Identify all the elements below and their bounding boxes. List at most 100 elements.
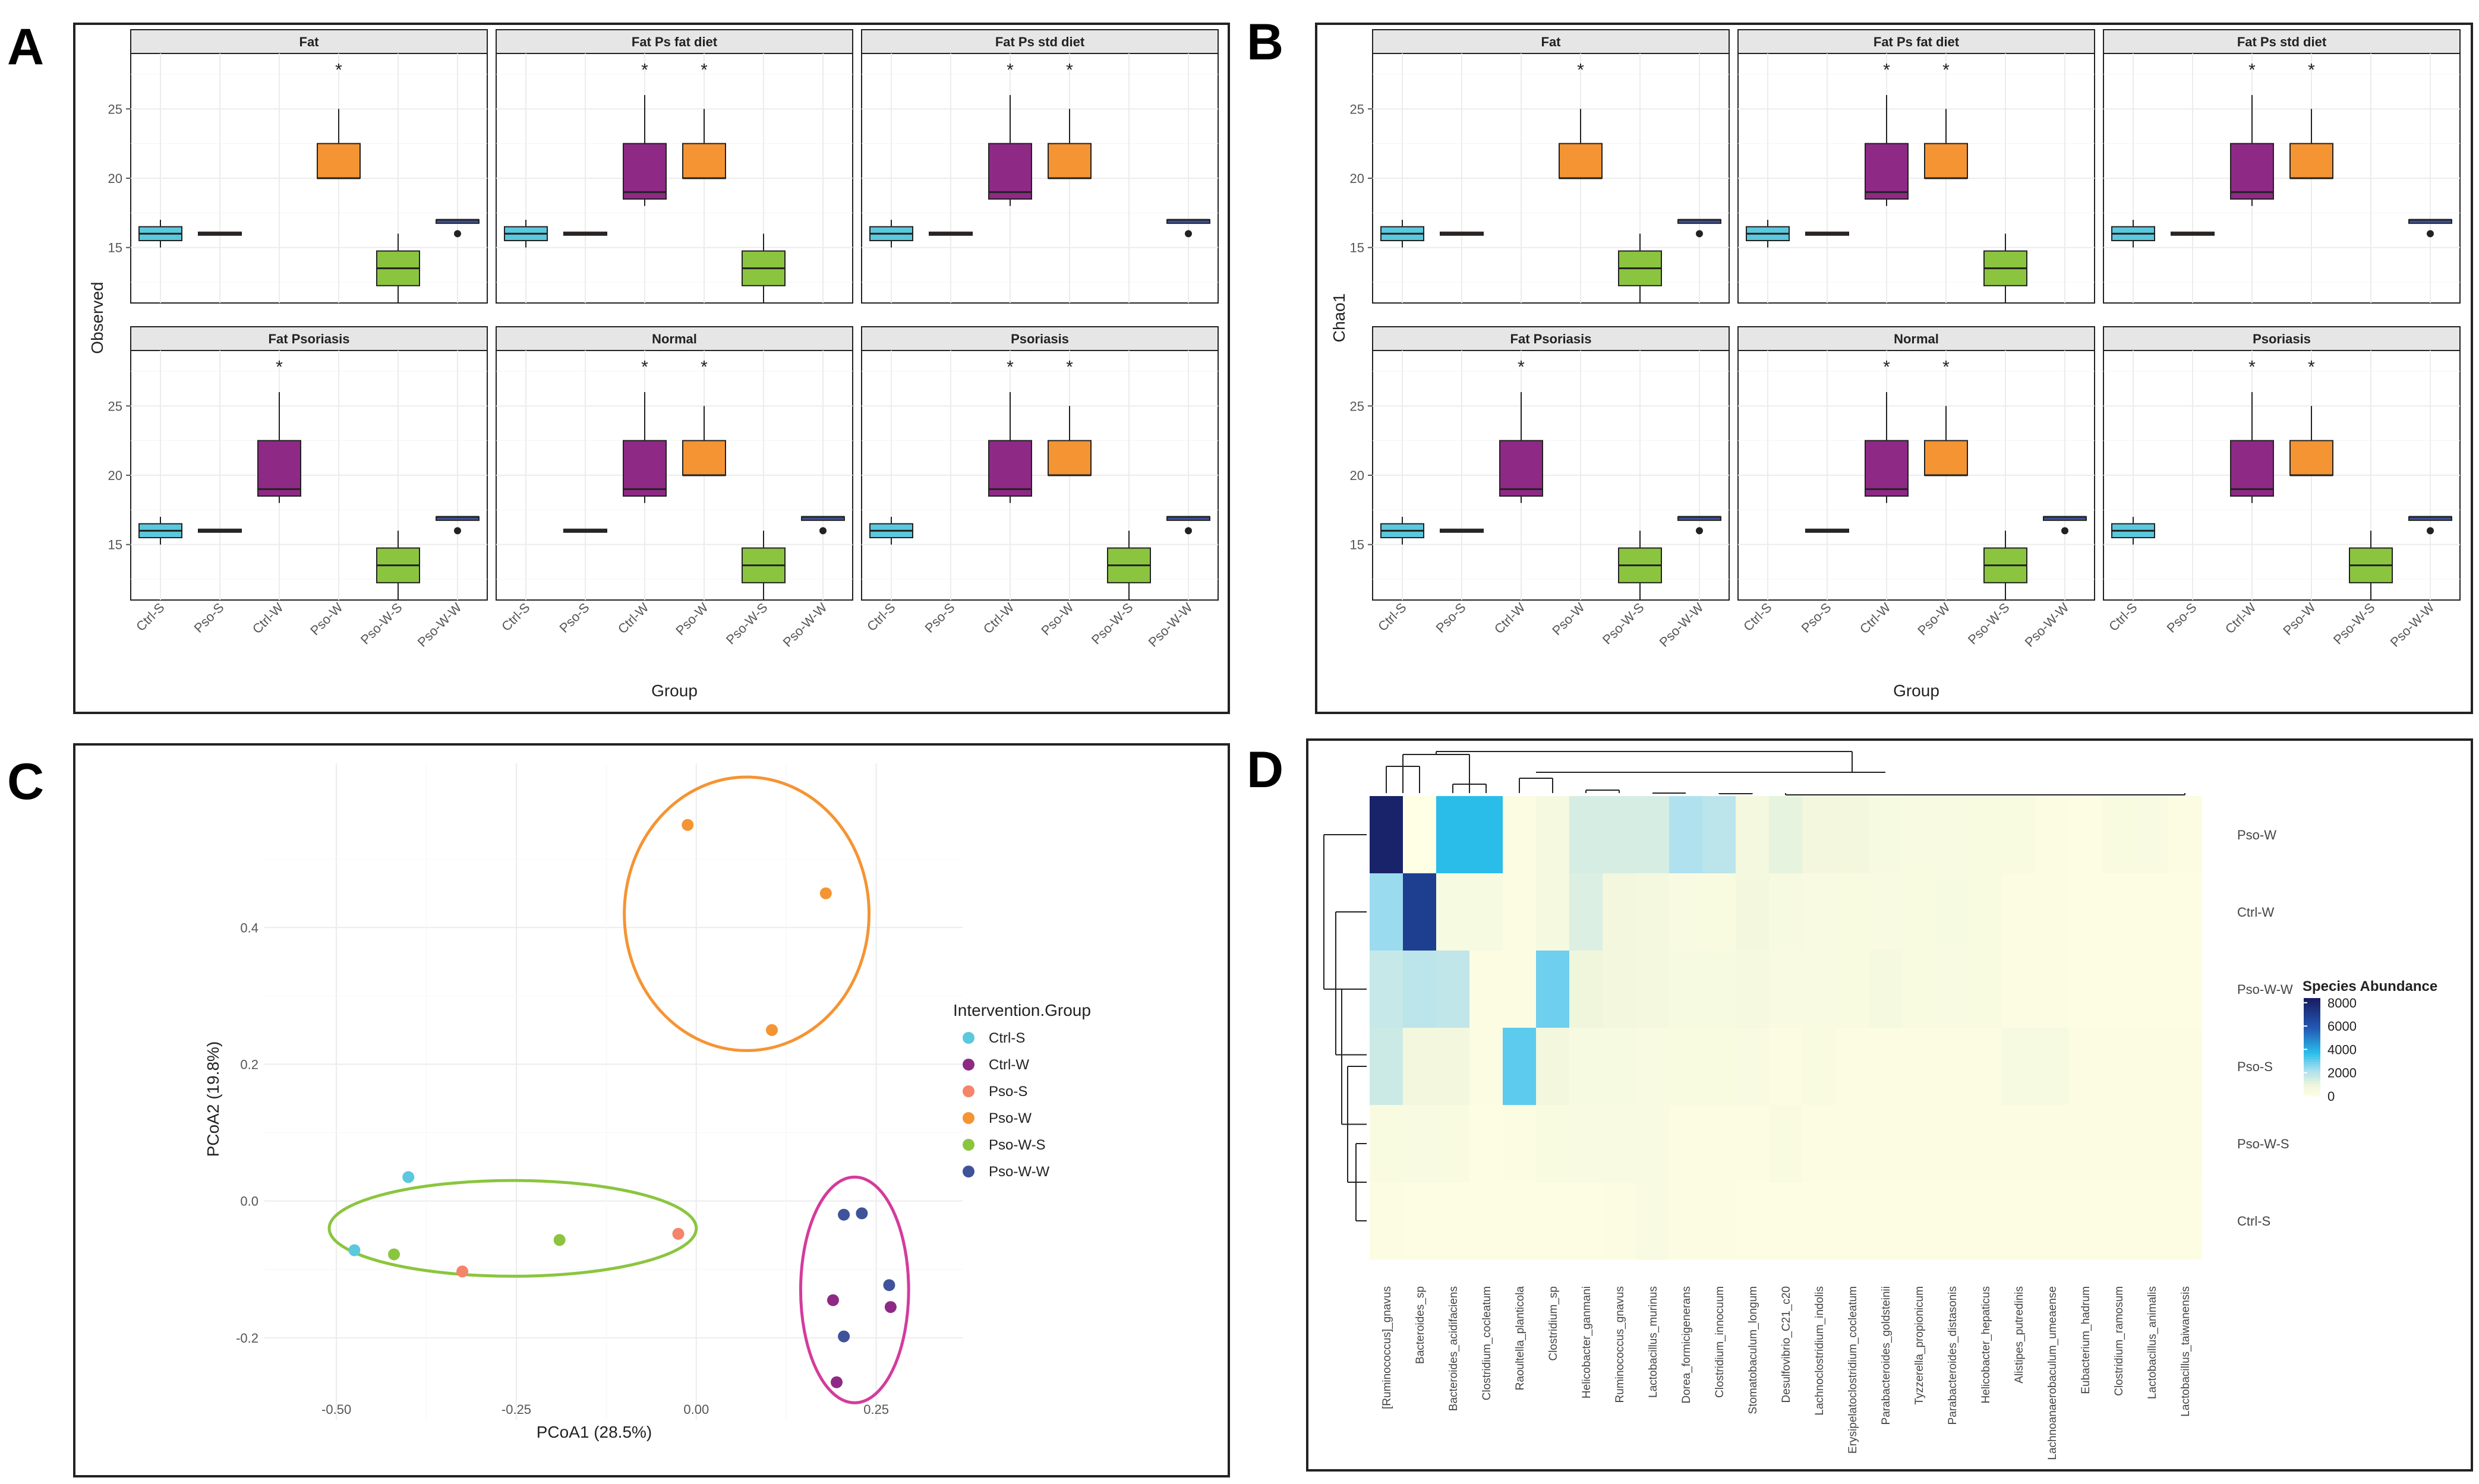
heatmap-cell-Ctrl-W-Clostridium_cocleatum xyxy=(1469,873,1503,951)
pcoa-point-Ctrl-S xyxy=(402,1171,415,1183)
heatmap-column-label: Alistipes_putredinis xyxy=(2013,1286,2026,1384)
heatmap-column-label: [Ruminococcus]_gnavus xyxy=(1381,1286,1393,1409)
panel-a-facet-4-significance-star-Ctrl-W: * xyxy=(641,357,648,377)
heatmap-cell-Pso-S-Alistipes_putredinis xyxy=(2002,1028,2036,1106)
heatmap-colorbar-segment xyxy=(2304,1047,2320,1050)
panel-b-y-axis-title: Chao1 xyxy=(1330,293,1348,343)
heatmap-cell-Pso-W-Desulfovibrio_C21_c20 xyxy=(1769,796,1803,874)
heatmap-cell-Pso-W-W-Stomatobaculum_longum xyxy=(1736,951,1770,1028)
heatmap-row-label: Pso-W xyxy=(2237,828,2276,842)
panel-a-facet-2-outlier-Pso-W-W xyxy=(1185,230,1192,238)
heatmap-colorbar-segment xyxy=(2304,1093,2320,1097)
panel-b-facet-0-title: Fat xyxy=(1541,34,1562,49)
heatmap-cell-Ctrl-S-Clostridium_sp xyxy=(1536,1182,1570,1260)
heatmap-cell-Ctrl-W-Tyzzerella_propionicum xyxy=(1902,873,1936,951)
heatmap-cell-Pso-W-W-Parabacteroides_distasonis xyxy=(1935,951,1969,1028)
heatmap-cell-Pso-W-Parabacteroides_goldsteinii xyxy=(1869,796,1903,874)
pcoa-point-Ctrl-W xyxy=(827,1294,839,1306)
heatmap-cell-Pso-W-S-Bacteroides_acidifaciens xyxy=(1436,1105,1470,1183)
heatmap-cell-Ctrl-S-Lactobacillus_animalis xyxy=(2135,1182,2169,1260)
heatmap-cell-Pso-S-Lactobacillus_taiwanensis xyxy=(2168,1028,2202,1106)
panel-a-facet-5-outlier-Pso-W-W xyxy=(1185,527,1192,535)
pcoa-x-tick-label: -0.25 xyxy=(502,1402,531,1417)
heatmap-cell-Pso-W-W-Lactobacillus_taiwanensis xyxy=(2168,951,2202,1028)
panel-label-d: D xyxy=(1247,741,1283,798)
heatmap-row-label: Ctrl-S xyxy=(2237,1214,2270,1229)
heatmap-cell-Pso-W-S-Erysipelatoclostridium_cocleatum xyxy=(1835,1105,1869,1183)
panel-b-y-tick-label: 25 xyxy=(1350,102,1364,116)
heatmap-cell-Pso-W-S-Helicobacter_ganmani xyxy=(1569,1105,1603,1183)
heatmap-cell-Ctrl-W-Bacteroides_acidifaciens xyxy=(1436,873,1470,951)
heatmap-cell-Pso-S-Lachnoclostridium_indolis xyxy=(1802,1028,1836,1106)
heatmap-cell-Pso-W-Lachnoanaerobaculum_umeaense xyxy=(2035,796,2069,874)
heatmap-cell-Pso-S-Stomatobaculum_longum xyxy=(1736,1028,1770,1106)
heatmap-cell-Ctrl-S-Helicobacter_hepaticus xyxy=(1969,1182,2002,1260)
heatmap-colorbar-segment xyxy=(2304,1042,2320,1045)
panel-b-facet-5-title: Psoriasis xyxy=(2253,331,2311,346)
heatmap-colorbar-segment xyxy=(2304,1052,2320,1055)
panel-b-facet-5-significance-star-Ctrl-W: * xyxy=(2248,357,2256,377)
heatmap-cell-Pso-S-Eubacterium_hadrum xyxy=(2068,1028,2102,1106)
heatmap-cell-Ctrl-W-Bacteroides_sp xyxy=(1403,873,1437,951)
heatmap-cell-Pso-S-[Ruminococcus]_gnavus xyxy=(1370,1028,1403,1106)
heatmap-cell-Ctrl-W-Clostridium_ramosum xyxy=(2102,873,2136,951)
panel-b-facet-3-outlier-Pso-W-W xyxy=(1696,527,1703,535)
panel-b-x-axis-title: Group xyxy=(1893,681,1939,700)
heatmap-colorbar-segment xyxy=(2304,1037,2320,1040)
heatmap-cell-Pso-W-S-Dorea_formicigenerans xyxy=(1669,1105,1703,1183)
panel-a-facet-2-significance-star-Pso-W: * xyxy=(1066,60,1073,80)
heatmap-colorbar-segment xyxy=(2304,1030,2320,1033)
heatmap-cell-Pso-W-S-Clostridium_ramosum xyxy=(2102,1105,2136,1183)
heatmap-colorbar-segment xyxy=(2304,1076,2320,1079)
pcoa-legend-label-Pso-S: Pso-S xyxy=(989,1084,1027,1100)
heatmap-cell-Ctrl-W-Parabacteroides_goldsteinii xyxy=(1869,873,1903,951)
heatmap-cell-Ctrl-S-Lactobacillus_murinus xyxy=(1636,1182,1670,1260)
heatmap-cell-Pso-W-Helicobacter_ganmani xyxy=(1569,796,1603,874)
heatmap-cell-Pso-W-S-Stomatobaculum_longum xyxy=(1736,1105,1770,1183)
heatmap-cell-Pso-W-Lactobacillus_animalis xyxy=(2135,796,2169,874)
heatmap-column-label: Lactobacillus_animalis xyxy=(2146,1286,2159,1399)
heatmap-cell-Pso-W-S-[Ruminococcus]_gnavus xyxy=(1370,1105,1403,1183)
pcoa-legend-label-Pso-W-W: Pso-W-W xyxy=(989,1164,1050,1180)
heatmap-row-label: Pso-S xyxy=(2237,1059,2273,1074)
heatmap-colorbar-segment xyxy=(2304,1010,2320,1013)
heatmap-cell-Pso-W-Eubacterium_hadrum xyxy=(2068,796,2102,874)
pcoa-ellipse-orange xyxy=(623,775,871,1052)
heatmap-colorbar-segment xyxy=(2304,1073,2320,1077)
panel-b-y-tick-label: 20 xyxy=(1350,468,1364,483)
panel-b-facet-4-outlier-Pso-W-W xyxy=(2061,527,2068,535)
panel-a-facet-2-strip xyxy=(861,29,1219,54)
heatmap-cell-Pso-W-S-Raoultella_planticola xyxy=(1503,1105,1537,1183)
heatmap-row-label: Pso-W-W xyxy=(2237,982,2293,997)
heatmap-cell-Ctrl-W-Erysipelatoclostridium_cocleatum xyxy=(1835,873,1869,951)
heatmap-column-label: Parabacteroides_goldsteinii xyxy=(1880,1286,1893,1425)
heatmap-cell-Pso-W-W-Parabacteroides_goldsteinii xyxy=(1869,951,1903,1028)
heatmap-cell-Ctrl-W-Stomatobaculum_longum xyxy=(1736,873,1770,951)
panel-a-facet-4-significance-star-Pso-W: * xyxy=(701,357,708,377)
heatmap-cell-Pso-W-S-Desulfovibrio_C21_c20 xyxy=(1769,1105,1803,1183)
panel-b-facet-2-title: Fat Ps std diet xyxy=(2237,34,2327,49)
heatmap-cell-Pso-S-Clostridium_cocleatum xyxy=(1469,1028,1503,1106)
pcoa-y-axis-title: PCoA2 (19.8%) xyxy=(204,1041,222,1157)
pcoa-x-tick-label: 0.00 xyxy=(683,1402,709,1417)
panel-b-facet-5-box-Ctrl-W xyxy=(2230,440,2274,497)
heatmap-cell-Pso-W-S-Tyzzerella_propionicum xyxy=(1902,1105,1936,1183)
heatmap-cell-Pso-W-S-Lachnoanaerobaculum_umeaense xyxy=(2035,1105,2069,1183)
panel-b-facet-3-strip xyxy=(1372,326,1730,351)
heatmap-cell-Pso-W-W-Raoultella_planticola xyxy=(1503,951,1537,1028)
panel-a-facet-3-box-Ctrl-W xyxy=(257,440,301,497)
heatmap-cell-Pso-S-Clostridium_sp xyxy=(1536,1028,1570,1106)
panel-b-facet-4-box-Ctrl-W xyxy=(1865,440,1909,497)
heatmap-cell-Pso-W-Lactobacillus_taiwanensis xyxy=(2168,796,2202,874)
heatmap-cell-Ctrl-S-Eubacterium_hadrum xyxy=(2068,1182,2102,1260)
panel-a-facet-4-strip xyxy=(496,326,853,351)
heatmap-cell-Pso-S-Lachnoanaerobaculum_umeaense xyxy=(2035,1028,2069,1106)
panel-a-y-tick-label: 25 xyxy=(108,399,122,413)
heatmap-cell-Ctrl-S-Parabacteroides_distasonis xyxy=(1935,1182,1969,1260)
panel-c-pcoa-scatter: -0.50 -0.25 0.00 0.25 -0.2 0.0 0.2 0.4 PCoA1 (28… xyxy=(204,763,1091,1441)
heatmap-cell-Ctrl-S-Clostridium_ramosum xyxy=(2102,1182,2136,1260)
heatmap-colorbar-segment xyxy=(2304,1057,2320,1060)
panel-a-facet-0-strip xyxy=(130,29,488,54)
panel-b-facet-0-significance-star-Pso-W: * xyxy=(1577,60,1584,80)
heatmap-column-label: Clostridium_ramosum xyxy=(2113,1286,2125,1396)
